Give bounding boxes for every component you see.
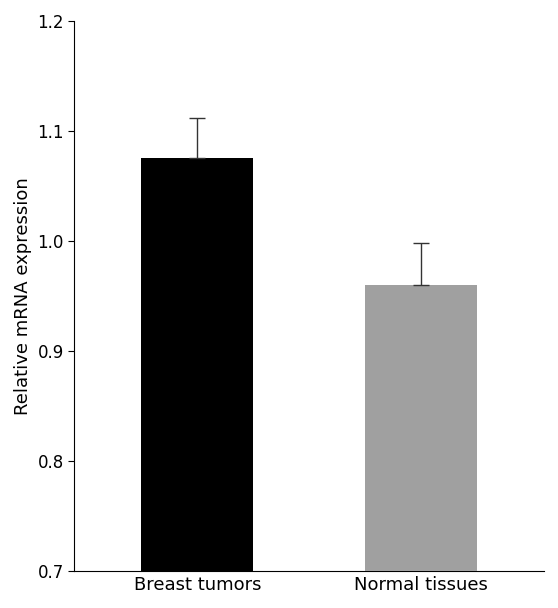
- Bar: [142, 159, 253, 608]
- Bar: [365, 285, 477, 608]
- Y-axis label: Relative mRNA expression: Relative mRNA expression: [14, 177, 32, 415]
